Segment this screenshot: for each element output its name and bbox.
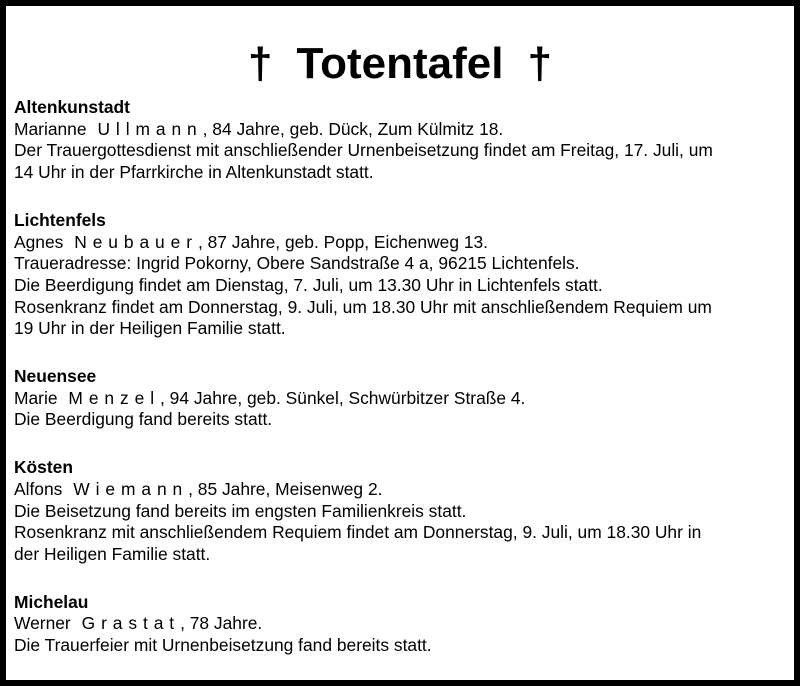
- deceased-details: , 85 Jahre, Meisenweg 2.: [188, 478, 383, 499]
- info-line: Rosenkranz mit anschließendem Requiem fi…: [14, 522, 702, 543]
- deceased-details: , 94 Jahre, geb. Sünkel, Schwürbitzer St…: [159, 387, 526, 408]
- info-line: Die Beerdigung fand bereits statt.: [14, 409, 273, 430]
- obituary-entry: Kösten Alfons Wiemann, 85 Jahre, Meisenw…: [14, 457, 790, 566]
- cross-icon: †: [527, 39, 552, 88]
- info-line: Die Trauerfeier mit Urnenbeisetzung fand…: [14, 635, 432, 656]
- page-title: † Totentafel †: [6, 36, 794, 92]
- deceased-line: Alfons Wiemann, 85 Jahre, Meisenweg 2.: [14, 479, 790, 501]
- surname: Wiemann: [73, 478, 189, 499]
- deceased-line: Werner Grastat, 78 Jahre.: [14, 613, 790, 635]
- first-name: Marianne: [14, 118, 87, 139]
- title-text: Totentafel: [296, 39, 504, 88]
- surname: Menzel: [68, 387, 160, 408]
- info-line: Die Beerdigung findet am Dienstag, 7. Ju…: [14, 274, 603, 295]
- surname: Ullmann: [97, 118, 203, 139]
- deceased-line: Marie Menzel, 94 Jahre, geb. Sünkel, Sch…: [14, 388, 790, 410]
- place-heading: Neuensee: [14, 366, 97, 387]
- deceased-details: , 87 Jahre, geb. Popp, Eichenweg 13.: [197, 231, 488, 252]
- place-heading: Kösten: [14, 457, 73, 478]
- place-heading: Lichtenfels: [14, 209, 106, 230]
- obituary-entry: Lichtenfels Agnes Neubauer, 87 Jahre, ge…: [14, 210, 790, 340]
- info-line: Der Trauergottesdienst mit anschließende…: [14, 140, 713, 161]
- info-line: 19 Uhr in der Heiligen Familie statt.: [14, 318, 286, 339]
- info-line: 14 Uhr in der Pfarrkirche in Altenkunsta…: [14, 162, 374, 183]
- deceased-line: Marianne Ullmann, 84 Jahre, geb. Dück, Z…: [14, 119, 790, 141]
- info-line: Rosenkranz findet am Donnerstag, 9. Juli…: [14, 296, 712, 317]
- info-line: Traueradresse: Ingrid Pokorny, Obere San…: [14, 253, 580, 274]
- obituary-entry: Michelau Werner Grastat, 78 Jahre. Die Tr…: [14, 592, 790, 657]
- cross-icon: †: [248, 39, 273, 88]
- first-name: Alfons: [14, 478, 63, 499]
- deceased-line: Agnes Neubauer, 87 Jahre, geb. Popp, Eic…: [14, 232, 790, 254]
- obituary-entry: Altenkunstadt Marianne Ullmann, 84 Jahre…: [14, 97, 790, 184]
- place-heading: Michelau: [14, 591, 89, 612]
- first-name: Werner: [14, 613, 71, 634]
- obituary-notice: † Totentafel † Altenkunstadt Marianne Ullm…: [6, 6, 794, 680]
- surname: Neubauer: [74, 231, 198, 252]
- first-name: Agnes: [14, 231, 64, 252]
- obituary-list: Altenkunstadt Marianne Ullmann, 84 Jahre…: [14, 97, 790, 683]
- surname: Grastat: [81, 613, 181, 634]
- deceased-details: , 84 Jahre, geb. Dück, Zum Külmitz 18.: [202, 118, 504, 139]
- obituary-entry: Neuensee Marie Menzel, 94 Jahre, geb. Sü…: [14, 366, 790, 431]
- first-name: Marie: [14, 387, 58, 408]
- deceased-details: , 78 Jahre.: [180, 613, 263, 634]
- info-line: Die Beisetzung fand bereits im engsten F…: [14, 500, 467, 521]
- place-heading: Altenkunstadt: [14, 97, 130, 117]
- info-line: der Heiligen Familie statt.: [14, 543, 211, 564]
